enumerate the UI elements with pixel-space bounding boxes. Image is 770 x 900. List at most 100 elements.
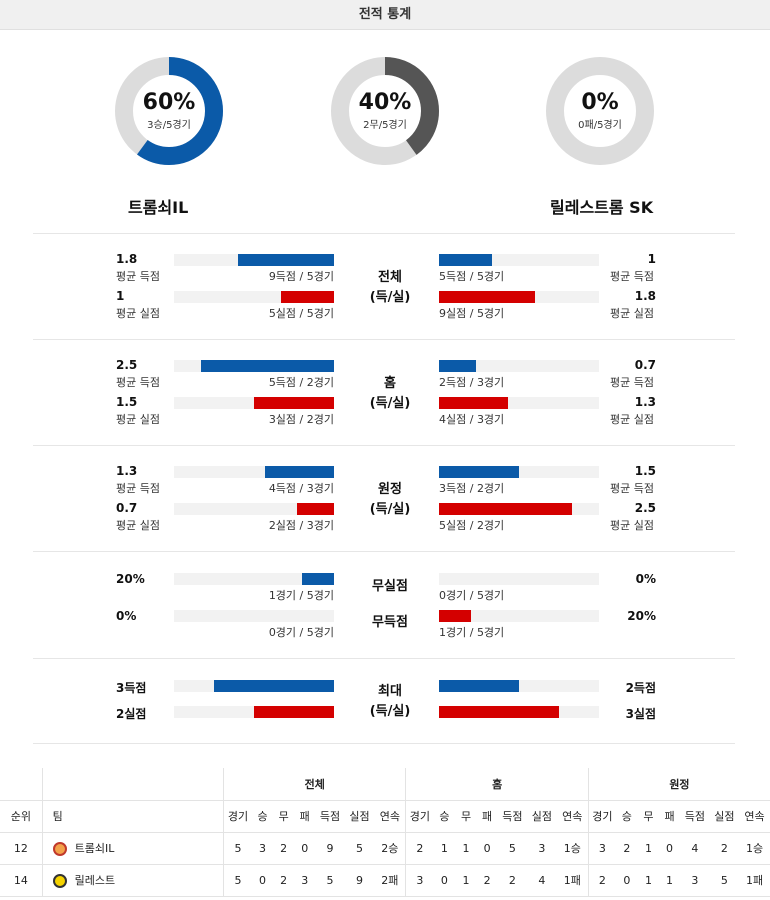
col-wins: 승 [433,799,456,833]
home-scored-caption: 4득점 / 3경기 [268,482,334,495]
divider [33,658,735,659]
stats-header: 전적 통계 [0,0,770,30]
col-rank: 순위 [0,799,43,833]
home-max-conceded: 2실점 [116,707,147,721]
home-max-conceded-track [174,706,334,718]
away-scored-bar [439,360,476,372]
away-avg-scored-label: 평균 득점 [610,376,654,389]
home-clean-sheet-caption: 1경기 / 5경기 [268,589,334,602]
stat-cell: 1패 [739,864,770,897]
home-clean-sheet-rate: 20% [116,572,145,586]
col-scored: 득점 [497,799,528,833]
away-avg-scored-label: 평균 득점 [610,482,654,495]
donut-chart-loss [546,57,654,165]
column-header-row: 순위 팀 경기 승 무 패 득점 실점 연속 경기 승 무 패 득점 실점 연속 경기 승 무 패 득점 실점 연속 [0,799,770,833]
donut-chart-win [115,57,223,165]
home-clean-sheet-bar [302,573,334,585]
away-max-scored: 2득점 [625,681,656,695]
section-label-home: 홈 (득/실) [369,376,411,411]
donut-caption-draw: 2무/5경기 [363,120,407,131]
divider [33,743,735,744]
away-avg-conceded-label: 평균 실점 [610,413,654,426]
label-no-score: 무득점 [372,615,408,630]
col-team: 팀 [41,799,224,833]
col-losses: 패 [659,799,681,833]
home-conceded-bar [281,291,334,303]
home-conceded-bar [297,503,334,515]
home-scored-caption: 9득점 / 5경기 [268,270,334,283]
away-conceded-bar [439,503,572,515]
loss-rate-donut: 0% 0패/5경기 [545,56,655,166]
donut-percent-draw: 40% [358,90,412,115]
stat-cell: 9 [344,864,375,897]
stat-cell: 0 [433,864,456,897]
away-avg-conceded: 1.3 [634,395,656,409]
team-emblem-icon [52,842,67,856]
col-losses: 패 [476,799,498,833]
away-conceded-track [439,291,599,303]
col-games: 경기 [405,799,434,833]
stat-cell: 2 [273,864,295,897]
stat-cell: 0 [659,832,681,865]
stat-cell: 3 [252,832,274,865]
section-label-total: 전체 (득/실) [369,270,411,305]
stat-cell: 0 [252,864,274,897]
away-scored-caption: 3득점 / 2경기 [439,482,505,495]
away-max-scored-bar [439,680,519,692]
donut-chart-draw [331,57,439,165]
draw-rate-donut: 40% 2무/5경기 [330,56,440,166]
away-scored-track [439,466,599,478]
col-wins: 승 [252,799,274,833]
home-clean-sheet-track [174,573,334,585]
table-row: 12 트롬쇠IL 5 3 2 0 9 5 2승 2 1 1 0 5 3 1승 3 2 1 0 4 2 1승 [0,832,770,865]
home-avg-conceded: 1 [116,289,125,303]
stat-cell: 1 [637,832,659,865]
away-avg-scored-label: 평균 득점 [610,270,654,283]
home-scored-bar [265,466,334,478]
col-streak: 연속 [556,799,589,833]
col-draws: 무 [273,799,295,833]
group-total: 전체 [223,768,406,800]
col-wins: 승 [615,799,638,833]
donut-caption-win: 3승/5경기 [147,120,191,131]
team-cell: 트롬쇠IL [41,832,224,865]
stat-cell: 0 [476,832,498,865]
stat-cell: 5 [223,864,253,897]
away-conceded-track [439,503,599,515]
away-scored-bar [439,254,492,266]
divider [33,339,735,340]
home-team-name: 트롬쇠IL [128,198,189,217]
stat-cell: 0 [294,832,316,865]
away-avg-conceded: 1.8 [634,289,656,303]
col-streak: 연속 [374,799,406,833]
stat-cell: 1 [637,864,659,897]
table-row: 14 릴레스트 5 0 2 3 5 9 2패 3 0 1 2 2 4 1패 2 0 1 1 3 5 1패 [0,864,770,897]
home-no-score-track [174,610,334,622]
home-scored-track [174,360,334,372]
away-no-score-caption: 1경기 / 5경기 [439,626,505,639]
home-conceded-bar [254,397,334,409]
donut-percent-win: 60% [142,90,196,115]
home-avg-conceded: 1.5 [116,395,138,409]
home-avg-scored: 1.3 [116,464,138,478]
stat-cell: 3 [527,832,557,865]
home-avg-conceded-label: 평균 실점 [116,413,160,426]
away-max-scored-track [439,680,599,692]
away-conceded-bar [439,397,508,409]
stat-cell: 2 [615,832,638,865]
home-max-scored-bar [214,680,334,692]
away-scored-track [439,254,599,266]
home-no-score-caption: 0경기 / 5경기 [268,626,334,639]
stat-cell: 2 [273,832,295,865]
away-avg-conceded-label: 평균 실점 [610,519,654,532]
away-avg-scored: 1 [647,252,656,266]
stats-title: 전적 통계 [358,7,412,22]
home-scored-bar [201,360,334,372]
stat-cell: 9 [315,832,345,865]
away-scored-bar [439,466,519,478]
stat-cell: 1 [455,864,477,897]
home-scored-caption: 5득점 / 2경기 [268,376,334,389]
away-team-name: 릴레스트롬 SK [550,198,654,217]
away-avg-conceded: 2.5 [634,501,656,515]
team-name: 릴레스트 [74,874,116,887]
